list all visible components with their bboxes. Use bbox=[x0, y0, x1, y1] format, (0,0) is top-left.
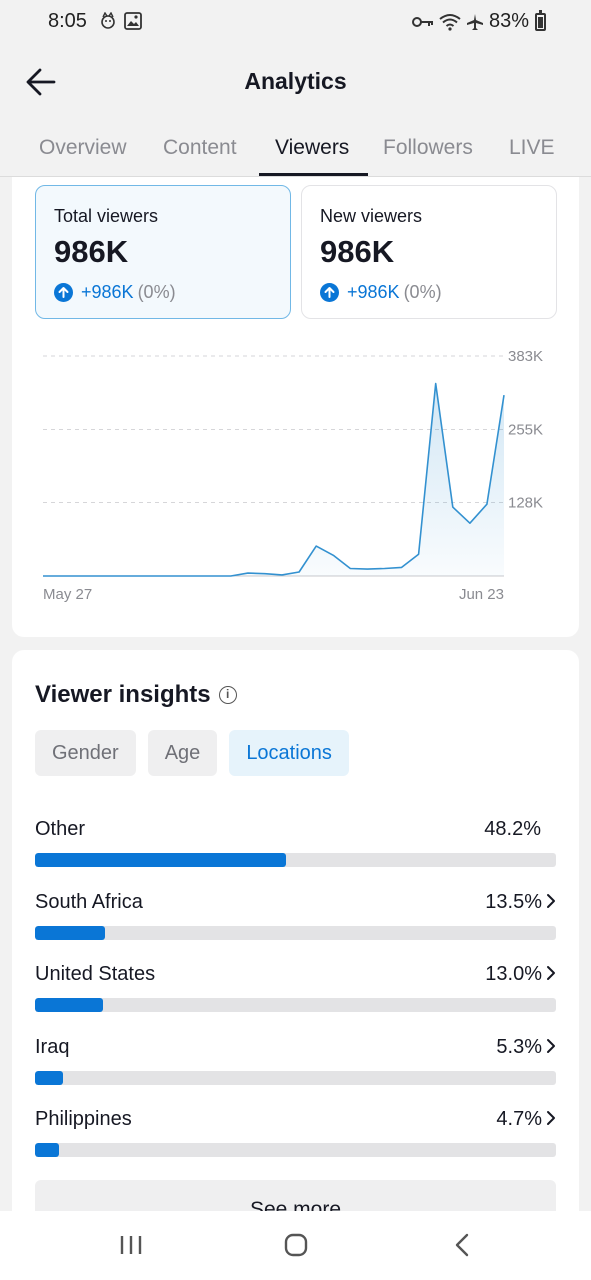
new-viewers-change-percent: (0%) bbox=[403, 282, 442, 302]
tab-followers[interactable]: Followers bbox=[383, 136, 473, 159]
x-tick-label: May 27 bbox=[43, 586, 92, 603]
viewer-insights-heading: Viewer insights bbox=[35, 681, 211, 708]
active-tab-indicator bbox=[259, 173, 368, 176]
tab-viewers[interactable]: Viewers bbox=[275, 136, 350, 159]
location-bar-track bbox=[35, 1070, 556, 1085]
chip-age[interactable]: Age bbox=[147, 730, 218, 776]
battery-icon bbox=[535, 10, 546, 31]
total-viewers-change-percent: (0%) bbox=[137, 282, 176, 302]
status-bar: 8:05 83% bbox=[0, 0, 591, 44]
location-bar-track bbox=[35, 925, 556, 940]
app-notification-icon bbox=[101, 12, 115, 29]
system-navigation-bar bbox=[0, 1211, 591, 1280]
y-tick-label: 383K bbox=[508, 348, 543, 365]
location-row[interactable]: United States 13.0% bbox=[35, 963, 556, 1023]
location-bar-track bbox=[35, 1143, 556, 1157]
location-row: Other 48.2% bbox=[35, 818, 556, 878]
location-row[interactable]: South Africa 13.5% bbox=[35, 891, 556, 951]
chevron-right-icon bbox=[547, 1038, 555, 1053]
home-icon[interactable] bbox=[284, 1233, 308, 1257]
chevron-right-icon bbox=[547, 1111, 555, 1125]
viewer-insights-card: Viewer insights i Gender Age Locations O… bbox=[12, 650, 579, 1250]
location-percent: 13.0% bbox=[485, 963, 542, 985]
back-icon[interactable] bbox=[454, 1233, 470, 1257]
location-bar-fill bbox=[35, 998, 103, 1012]
gallery-icon bbox=[124, 12, 142, 30]
info-icon[interactable]: i bbox=[218, 686, 237, 704]
location-name: United States bbox=[35, 963, 156, 985]
status-right: 83% bbox=[411, 10, 529, 33]
location-name: Philippines bbox=[35, 1108, 132, 1130]
location-name: South Africa bbox=[35, 890, 143, 913]
arrow-up-circle-icon bbox=[320, 283, 339, 302]
location-row[interactable]: Iraq 5.3% bbox=[35, 1036, 556, 1096]
chevron-right-icon bbox=[547, 966, 555, 980]
status-time: 8:05 bbox=[48, 10, 87, 32]
battery-percent: 83% bbox=[488, 10, 529, 32]
location-bar-fill bbox=[35, 853, 287, 867]
y-tick-label: 255K bbox=[508, 422, 543, 439]
viewers-overview-card: Total viewers 986K +986K (0%) New viewer… bbox=[12, 177, 579, 637]
chip-gender[interactable]: Gender bbox=[35, 730, 136, 776]
new-viewers-change: +986K (0%) bbox=[320, 282, 442, 303]
arrow-up-circle-icon bbox=[54, 283, 73, 302]
page-title: Analytics bbox=[244, 68, 347, 94]
tab-live[interactable]: LIVE bbox=[509, 136, 555, 159]
airplane-mode-icon bbox=[466, 13, 483, 30]
insights-filter-chips: Gender Age Locations bbox=[35, 730, 349, 776]
back-arrow-icon[interactable] bbox=[24, 66, 58, 98]
x-tick-label: Jun 23 bbox=[459, 586, 504, 603]
viewers-chart[interactable]: 383K 255K 128K May 27 Jun 23 bbox=[12, 337, 579, 607]
location-name: Iraq bbox=[35, 1035, 70, 1058]
location-bar-fill bbox=[35, 1070, 63, 1085]
wifi-icon bbox=[439, 13, 461, 31]
status-notification-icons bbox=[100, 12, 142, 30]
location-bar-track bbox=[35, 853, 556, 867]
series-area bbox=[43, 383, 504, 576]
location-percent: 48.2% bbox=[484, 818, 541, 840]
vpn-key-icon bbox=[411, 16, 433, 27]
location-percent: 4.7% bbox=[496, 1108, 542, 1130]
tab-content[interactable]: Content bbox=[163, 136, 237, 159]
app-header: Analytics bbox=[0, 44, 591, 120]
location-bar-fill bbox=[35, 1143, 60, 1157]
new-viewers-value: 986K bbox=[320, 234, 395, 269]
location-name: Other bbox=[35, 818, 86, 840]
total-viewers-label: Total viewers bbox=[54, 206, 159, 226]
total-viewers-card[interactable]: Total viewers 986K +986K (0%) bbox=[35, 185, 291, 319]
location-percent: 13.5% bbox=[485, 890, 542, 913]
series-line bbox=[43, 382, 505, 577]
location-percent: 5.3% bbox=[496, 1035, 542, 1058]
recent-apps-icon[interactable] bbox=[119, 1233, 143, 1257]
total-viewers-value: 986K bbox=[54, 234, 129, 269]
total-viewers-change: +986K (0%) bbox=[54, 282, 176, 303]
tab-overview[interactable]: Overview bbox=[39, 136, 127, 159]
chevron-right-icon bbox=[547, 893, 555, 908]
location-bar-fill bbox=[35, 925, 106, 940]
viewer-insights-title: Viewer insights i bbox=[35, 681, 237, 709]
y-tick-label: 128K bbox=[508, 494, 543, 511]
new-viewers-card[interactable]: New viewers 986K +986K (0%) bbox=[301, 185, 557, 319]
new-viewers-label: New viewers bbox=[320, 206, 423, 226]
total-viewers-change-value: +986K bbox=[81, 282, 134, 302]
analytics-tabs: Overview Content Viewers Followers LIVE bbox=[0, 120, 591, 177]
new-viewers-change-value: +986K bbox=[347, 282, 400, 302]
location-row[interactable]: Philippines 4.7% bbox=[35, 1108, 556, 1168]
chip-locations[interactable]: Locations bbox=[229, 730, 349, 776]
location-bar-track bbox=[35, 998, 556, 1012]
